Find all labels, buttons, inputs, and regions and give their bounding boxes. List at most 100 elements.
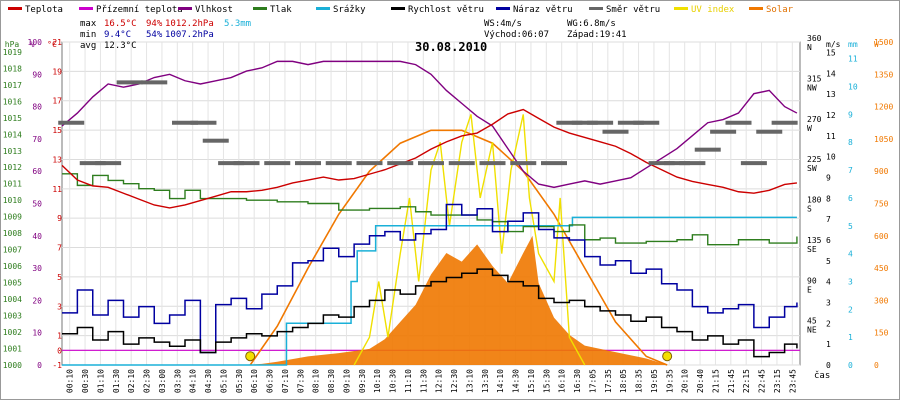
wind-dir-mark <box>648 161 675 166</box>
wind-dir-mark <box>202 138 229 143</box>
hpa-tick-label: 1014 <box>3 130 22 139</box>
ms-tick-label: 5 <box>826 257 831 266</box>
wind-line <box>62 268 798 358</box>
x-tick-label: 09:10 <box>342 369 351 393</box>
x-tick-label: 08:30 <box>327 369 336 393</box>
legend-swatch <box>178 7 192 10</box>
uv-line <box>353 114 586 366</box>
hpa-tick-label: 1011 <box>3 180 22 189</box>
wm2-tick-label: 1500 <box>874 38 893 47</box>
stat-avg-temp: 12.3°C <box>104 41 137 51</box>
x-tick-label: 10:10 <box>373 369 382 393</box>
x-tick-label: 13:30 <box>481 369 490 393</box>
dir-tick-name: NW <box>807 83 817 92</box>
stat-min-label: min <box>80 30 96 40</box>
pct-tick-label: 30 <box>32 264 42 273</box>
degc-tick-label: 1 <box>57 332 62 341</box>
ms-tick-label: 10 <box>826 153 836 162</box>
ms-tick-label: 11 <box>826 132 836 141</box>
temperature-line <box>61 108 798 209</box>
wm2-tick-label: 0 <box>874 361 879 370</box>
hpa-tick-label: 1001 <box>3 345 22 354</box>
degc-tick-label: 11 <box>52 185 62 194</box>
x-tick-label: 02:10 <box>127 369 136 393</box>
x-tick-label: 18:35 <box>635 369 644 393</box>
hpa-tick-label: 1015 <box>3 114 22 123</box>
x-tick-label: 22:15 <box>742 369 751 393</box>
hpa-tick-label: 1000 <box>3 361 22 370</box>
x-tick-label: 01:30 <box>112 369 121 393</box>
mm-tick-label: 4 <box>848 250 853 259</box>
dir-tick-name: SW <box>807 164 817 173</box>
pct-tick-label: 90 <box>32 70 42 79</box>
x-tick-label: 01:10 <box>96 369 105 393</box>
legend-label: Směr větru <box>606 5 660 15</box>
wm2-tick-label: 150 <box>874 329 889 338</box>
ms-tick-label: 7 <box>826 215 831 224</box>
wind-dir-mark <box>694 147 721 152</box>
solar-area <box>243 235 668 365</box>
info-sunrise: Východ:06:07 <box>484 30 549 40</box>
wind-dir-mark <box>233 161 260 166</box>
gust-line <box>62 203 798 354</box>
stat-min-hum: 54% <box>146 30 163 40</box>
wind-dir-mark <box>116 80 143 85</box>
x-tick-label: 08:10 <box>312 369 321 393</box>
x-tick-label: 14:30 <box>512 369 521 393</box>
wind-dir-mark <box>541 161 567 166</box>
x-tick-label: 13:10 <box>465 369 474 393</box>
wind-dir-mark <box>664 161 690 166</box>
x-tick-label: 07:10 <box>281 369 290 393</box>
info-ws: WS:4m/s <box>484 19 522 29</box>
info-wg: WG:6.8m/s <box>567 19 616 29</box>
mm-tick-label: 0 <box>848 361 853 370</box>
hpa-tick-label: 1004 <box>3 295 22 304</box>
wind-dir-mark <box>556 120 583 125</box>
wind-dir-mark <box>448 161 475 166</box>
x-tick-label: 14:10 <box>496 369 505 393</box>
x-tick-label: 05:30 <box>235 369 244 393</box>
wind-dir-mark <box>418 161 444 166</box>
legend-label: Vlhkost <box>195 5 233 15</box>
wm2-tick-label: 450 <box>874 264 889 273</box>
ms-tick-label: 9 <box>826 173 831 182</box>
x-tick-label: 11:30 <box>419 369 428 393</box>
hpa-tick-label: 1016 <box>3 97 22 106</box>
wm2-axis-title: W <box>874 40 879 49</box>
degc-tick-label: 15 <box>52 126 62 135</box>
hpa-tick-label: 1009 <box>3 213 22 222</box>
dir-tick-name: W <box>807 124 812 133</box>
x-tick-label: 03:30 <box>173 369 182 393</box>
wind-dir-mark <box>479 161 506 166</box>
degc-tick-label: 7 <box>57 244 62 253</box>
hpa-tick-label: 1017 <box>3 81 22 90</box>
ms-tick-label: 8 <box>826 194 831 203</box>
dir-tick-name: E <box>807 285 812 294</box>
ms-tick-label: 4 <box>826 278 831 287</box>
wm2-tick-label: 1050 <box>874 135 893 144</box>
hpa-tick-label: 1006 <box>3 262 22 271</box>
x-tick-label: 06:30 <box>266 369 275 393</box>
x-tick-label: 17:35 <box>604 369 613 393</box>
stat-rain-total: 5.3mm <box>224 19 251 29</box>
mm-tick-label: 9 <box>848 110 853 119</box>
rain-line <box>62 216 797 366</box>
wind-dir-mark <box>710 129 737 134</box>
x-tick-label: 12:10 <box>435 369 444 393</box>
x-tick-label: 12:30 <box>450 369 459 393</box>
x-tick-label: 06:10 <box>250 369 259 393</box>
x-tick-label: 19:05 <box>650 369 659 393</box>
degc-tick-label: 17 <box>52 97 62 106</box>
wind-dir-mark <box>141 80 168 85</box>
x-tick-label: 20:40 <box>696 369 705 393</box>
x-tick-label: 20:10 <box>681 369 690 393</box>
dir-tick-label: 225 <box>807 155 822 164</box>
legend-label: Přízemní teplota <box>96 5 183 15</box>
chart-title: 30.08.2010 <box>415 40 487 54</box>
x-tick-label: 23:15 <box>773 369 782 393</box>
x-tick-label: 23:45 <box>788 369 797 393</box>
wind-dir-mark <box>617 120 644 125</box>
stat-avg-label: avg <box>80 41 96 51</box>
